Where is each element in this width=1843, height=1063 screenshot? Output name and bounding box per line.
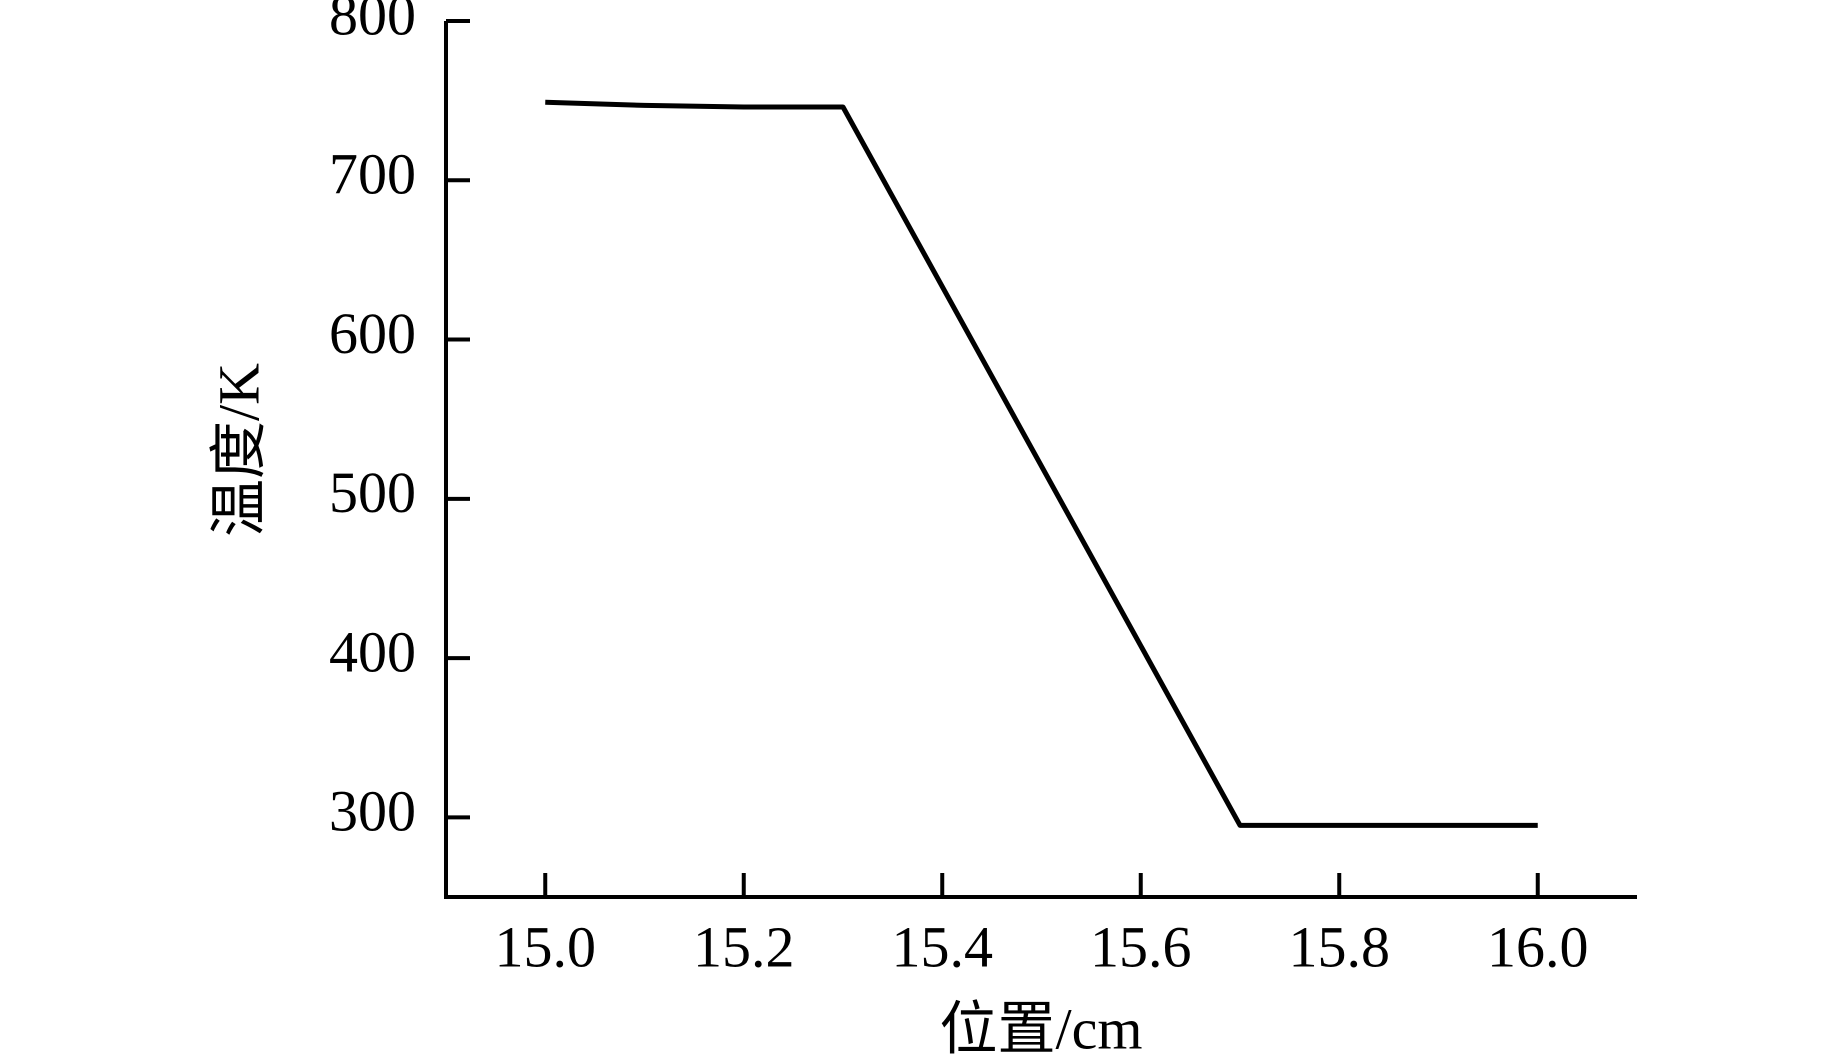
y-tick-label: 800 xyxy=(329,0,416,47)
x-tick-label: 15.6 xyxy=(1090,914,1192,979)
y-tick-label: 700 xyxy=(329,142,416,207)
y-tick-label: 500 xyxy=(329,460,416,525)
x-tick-label: 15.4 xyxy=(892,914,994,979)
x-tick-label: 15.0 xyxy=(495,914,597,979)
data-line xyxy=(545,99,1538,828)
x-tick-label: 16.0 xyxy=(1487,914,1589,979)
x-axis-label: 位置/cm xyxy=(940,996,1143,1061)
y-tick-label: 600 xyxy=(329,301,416,366)
x-tick-label: 15.2 xyxy=(693,914,795,979)
x-tick-label: 15.8 xyxy=(1289,914,1391,979)
y-axis-label: 温度/K xyxy=(206,363,271,537)
y-tick-label: 400 xyxy=(329,619,416,684)
y-tick-label: 300 xyxy=(329,779,416,844)
